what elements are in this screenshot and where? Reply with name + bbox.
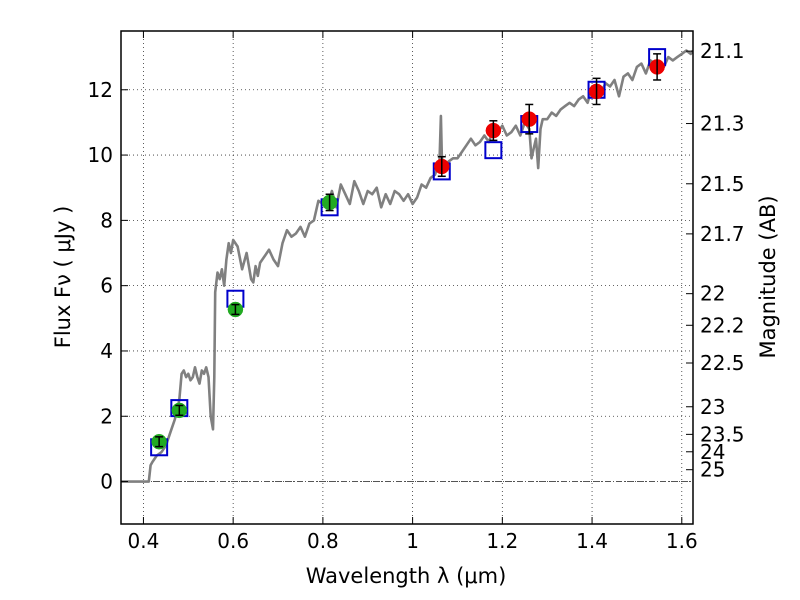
right-tick-label: 22.5 [700, 351, 745, 375]
x-tick-label: 1.6 [666, 529, 698, 553]
plot-frame [120, 30, 694, 525]
x-tick-label: 1.4 [576, 529, 608, 553]
right-tick-label: 23.5 [700, 422, 745, 446]
data-layer [121, 48, 693, 483]
ticks: 0.4 0.6 0.8 1 1.2 1.4 1.602468101221.121.321.5… [88, 31, 745, 553]
x-tick-label: 1.2 [486, 529, 518, 553]
model-band-square [484, 141, 503, 160]
x-tick-label: 0.4 [128, 529, 160, 553]
y-tick-label: 6 [100, 274, 113, 298]
y-tick-label: 4 [100, 339, 113, 363]
right-tick-label: 25 [700, 458, 725, 482]
y-tick-label: 8 [100, 208, 113, 232]
right-tick-label: 24 [700, 440, 725, 464]
right-tick-label: 23 [700, 395, 725, 419]
right-tick-label: 21.1 [700, 39, 745, 63]
right-tick-label: 21.5 [700, 172, 745, 196]
y-tick-label: 12 [88, 78, 113, 102]
x-tick-label: 0.6 [217, 529, 249, 553]
right-tick-label: 21.7 [700, 222, 745, 246]
y-axis-label: Flux Fν ( μJy ) [51, 206, 75, 349]
y-tick-label: 2 [100, 404, 113, 428]
right-tick-label: 22.2 [700, 313, 745, 337]
model-spectrum-line [121, 49, 693, 483]
x-axis-label: Wavelength λ (μm) [306, 564, 507, 588]
plot-area-background [121, 31, 693, 524]
right-tick-label: 21.3 [700, 112, 745, 136]
x-tick-label: 0.8 [307, 529, 339, 553]
y-tick-label: 0 [100, 470, 113, 494]
x-tick-label: 1 [406, 529, 419, 553]
right-tick-label: 22 [700, 282, 725, 306]
right-axis-label: Magnitude (AB) [756, 195, 780, 358]
y-tick-label: 10 [88, 143, 113, 167]
